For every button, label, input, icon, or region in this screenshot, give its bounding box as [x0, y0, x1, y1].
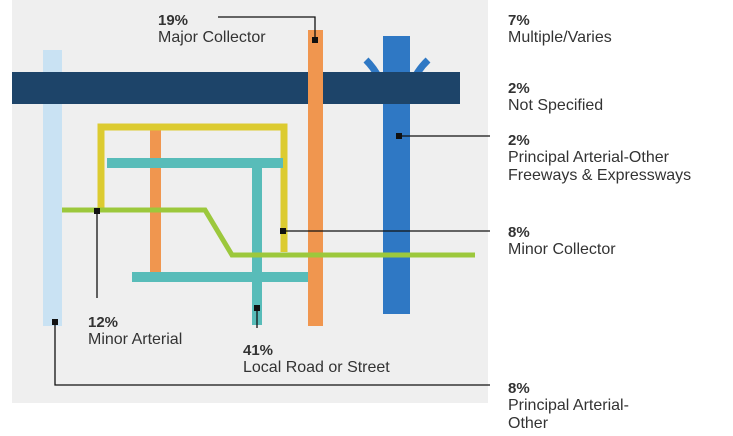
percent: 12%	[88, 314, 118, 331]
dot	[280, 228, 286, 234]
leader	[218, 16, 316, 40]
label: Other	[508, 415, 549, 432]
label: Local Road or Street	[243, 359, 390, 376]
road-major-collector	[308, 30, 323, 326]
dot	[52, 319, 58, 325]
road-principal-arterial-other	[43, 50, 62, 326]
leaders	[52, 16, 490, 386]
label: Not Specified	[508, 97, 603, 114]
dot	[254, 305, 260, 311]
dot	[312, 37, 318, 43]
road-local-bottom	[132, 272, 308, 282]
percent: 41%	[243, 342, 273, 359]
percent: 8%	[508, 380, 530, 397]
road-local-top	[107, 158, 283, 168]
percent: 2%	[508, 80, 530, 97]
road-not-specified	[12, 72, 460, 104]
label: Major Collector	[158, 29, 266, 46]
dot	[94, 208, 100, 214]
road-minor-arterial	[62, 207, 475, 258]
leader	[54, 322, 490, 386]
label: Principal Arterial-Other	[508, 149, 670, 166]
dot	[396, 133, 402, 139]
percent: 2%	[508, 132, 530, 149]
road-major-collector-left	[150, 130, 161, 275]
label: Minor Arterial	[88, 331, 182, 348]
road-minor-collector	[97, 123, 288, 252]
percent: 8%	[508, 224, 530, 241]
label: Minor Collector	[508, 241, 616, 258]
percent: 19%	[158, 12, 188, 29]
percent: 7%	[508, 12, 530, 29]
road-local-vertical	[252, 158, 262, 325]
label: Multiple/Varies	[508, 29, 612, 46]
label: Freeways & Expressways	[508, 167, 691, 184]
label: Principal Arterial-	[508, 397, 629, 414]
